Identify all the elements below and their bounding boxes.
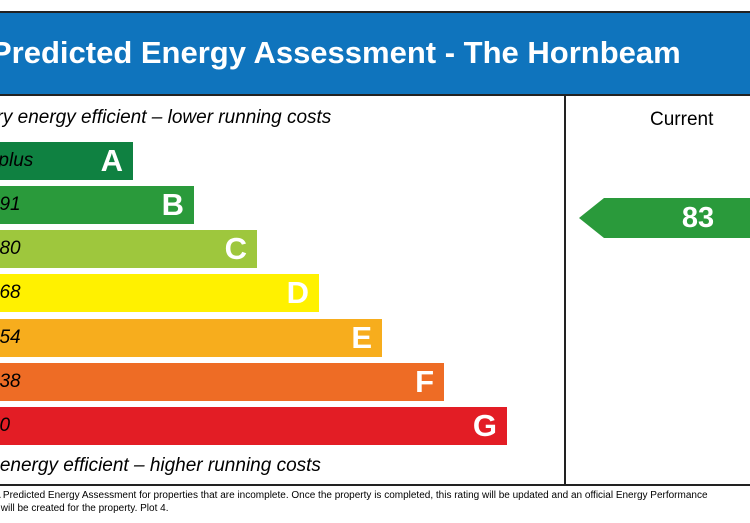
current-rating-value: 83 [681,202,715,234]
rating-band-g: 1-20 G [0,407,507,445]
band-letter: G [472,408,497,443]
column-divider [564,96,566,485]
band-range-label: 92 plus [0,150,34,171]
rating-band-a: 92 plus A [0,142,133,180]
band-range-label: 55-68 [0,282,21,303]
bottom-divider [0,484,750,486]
band-range-label: 21-38 [0,371,21,392]
band-letter: C [224,231,247,266]
rating-band-b: 81-91 B [0,186,194,224]
rating-band-d: 55-68 D [0,274,319,312]
footnote-line-2: Certificate will be created for the prop… [0,503,169,514]
band-letter: D [286,275,309,310]
current-rating-arrow: 83 [579,198,750,238]
band-letter: A [100,143,123,178]
band-letter: B [161,187,184,222]
footnote-line-1: A Predicted Energy Assessment for proper… [0,490,708,501]
efficient-caption: Very energy efficient – lower running co… [0,107,332,128]
band-letter: F [415,364,434,399]
page-title: Predicted Energy Assessment - The Hornbe… [0,35,681,70]
band-range-label: 81-91 [0,194,21,215]
band-range-label: 39-54 [0,327,21,348]
title-banner: Predicted Energy Assessment - The Hornbe… [0,13,750,94]
band-letter: E [351,320,372,355]
current-column-header: Current [650,109,714,130]
rating-band-c: 69-80 C [0,230,257,268]
rating-band-e: 39-54 E [0,319,382,357]
header-divider [0,94,750,96]
band-range-label: 1-20 [0,415,11,436]
frame-top-border [0,11,750,13]
inefficient-caption: Not energy efficient – higher running co… [0,455,321,476]
band-range-label: 69-80 [0,238,21,259]
rating-band-f: 21-38 F [0,363,444,401]
footnote: A Predicted Energy Assessment for proper… [0,489,750,523]
